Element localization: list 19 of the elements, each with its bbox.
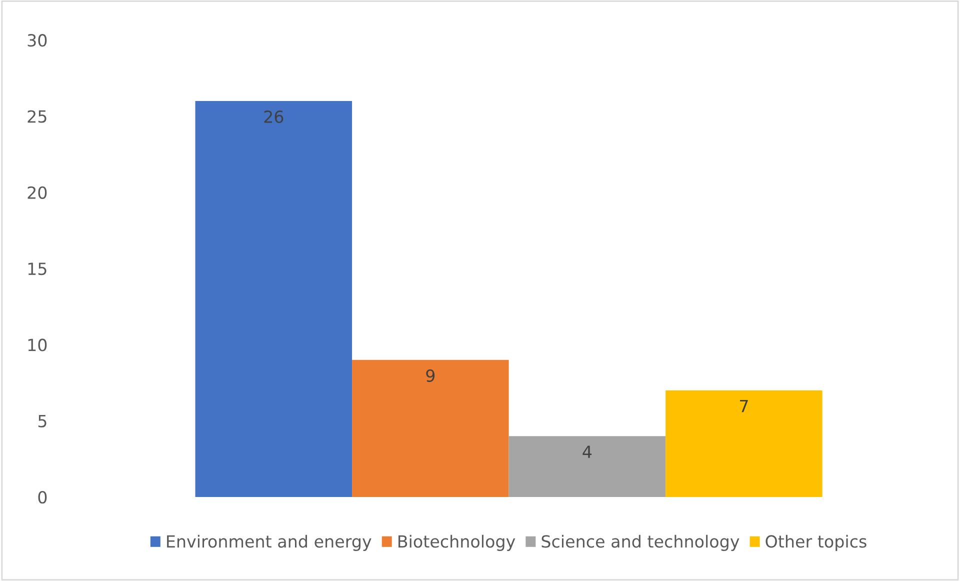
- legend-label: Environment and energy: [167, 534, 372, 551]
- legend-label: Biotechnology: [398, 534, 516, 551]
- data-label: 7: [740, 400, 748, 412]
- y-tick-label: 15: [28, 262, 46, 276]
- legend-label: Science and technology: [542, 534, 740, 551]
- data-label: 9: [426, 369, 435, 382]
- y-tick-label: 0: [38, 490, 47, 504]
- y-tick-label: 10: [28, 338, 47, 352]
- y-tick-label: 20: [28, 186, 47, 199]
- bar: [666, 390, 822, 497]
- legend-label: Other topics: [766, 534, 866, 551]
- data-label: 26: [264, 110, 284, 124]
- y-tick-label: 30: [28, 34, 47, 47]
- y-tick-label: 25: [28, 110, 46, 123]
- bar: [352, 360, 509, 497]
- bar: [195, 101, 352, 497]
- bar: [508, 436, 666, 497]
- y-tick-label: 5: [38, 415, 46, 428]
- data-label: 4: [582, 446, 592, 458]
